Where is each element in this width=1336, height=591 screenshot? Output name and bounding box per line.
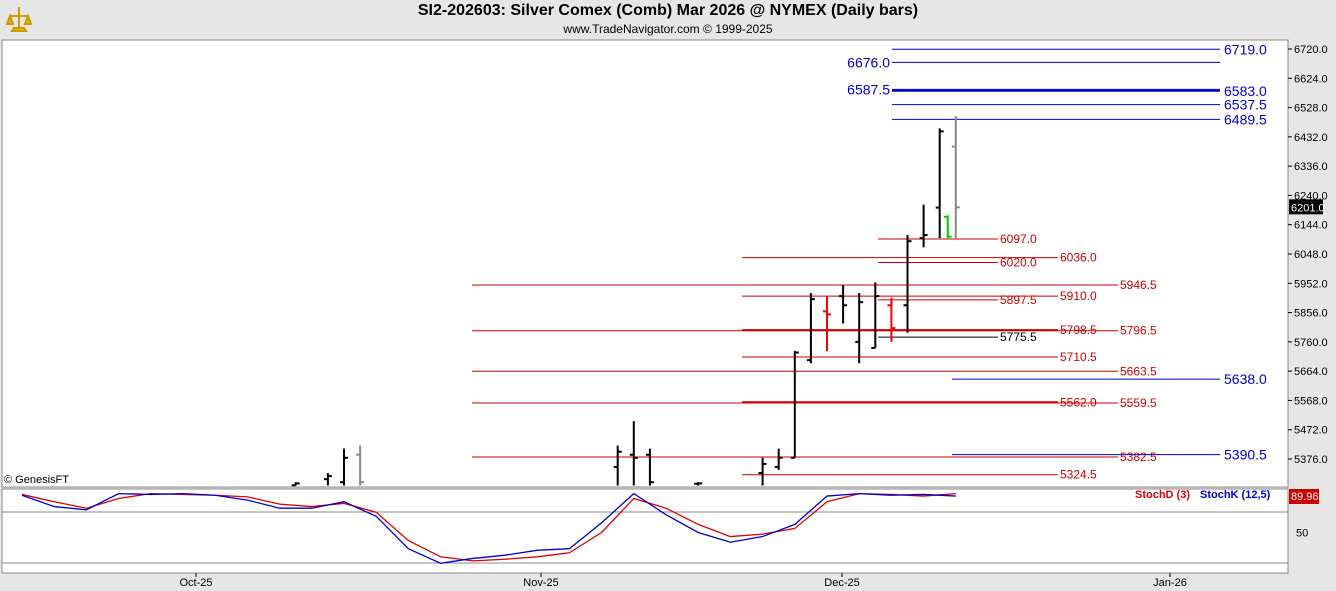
y-tick-label: 6624.0 (1294, 73, 1328, 85)
stoch-d-legend: StochD (3) (1135, 489, 1190, 501)
price-bar (291, 482, 300, 487)
x-tick-label: Oct-25 (179, 577, 212, 589)
price-bar (790, 351, 799, 459)
red-level-label: 5910.0 (1060, 289, 1097, 303)
y-tick-label: 6144.0 (1294, 220, 1328, 232)
red-level-label: 6097.0 (1000, 232, 1037, 246)
red-level-label: 6036.0 (1060, 251, 1097, 265)
red-level-label: 5559.5 (1120, 396, 1157, 410)
stoch-pane (1, 488, 1289, 574)
red-level-label: 5897.5 (1000, 293, 1037, 307)
price-bar (951, 116, 960, 239)
price-bar (855, 293, 864, 364)
price-bar (323, 473, 332, 486)
red-level-label: 5946.5 (1120, 278, 1157, 292)
price-bar (839, 285, 848, 324)
price-bar (871, 282, 880, 349)
price-bar (645, 448, 654, 486)
red-level-label: 6020.0 (1000, 256, 1037, 270)
price-bar (340, 448, 348, 486)
chart-subtitle: www.TradeNavigator.com © 1999-2025 (563, 22, 773, 36)
copyright-label: © GenesisFT (4, 474, 69, 486)
y-tick-label: 6336.0 (1294, 161, 1328, 173)
blue-level-label: 6583.0 (1224, 83, 1267, 99)
price-bar (943, 215, 952, 239)
blue-level-label: 6537.5 (1224, 97, 1267, 113)
red-level-label: 5382.5 (1120, 450, 1157, 464)
blue-level-label: 6587.5 (847, 81, 890, 97)
price-bar (694, 482, 703, 486)
price-bar (935, 128, 944, 239)
price-bar (806, 293, 815, 364)
y-tick-label: 6720.0 (1294, 44, 1328, 56)
red-level-label: 5663.5 (1120, 364, 1157, 378)
blue-level-label: 5638.0 (1224, 371, 1267, 387)
stoch-y-tick-label: 50 (1296, 528, 1308, 540)
last-price-box (1289, 199, 1323, 215)
stoch-last-label: 89.96 (1291, 491, 1319, 503)
red-level-label: 5710.5 (1060, 350, 1097, 364)
x-tick-label: Jan-26 (1153, 577, 1187, 589)
stoch-last-box (1289, 489, 1319, 504)
price-bar (919, 204, 928, 248)
red-level-label: 5798.5 (1060, 323, 1097, 337)
stoch-k-line (21, 492, 956, 564)
price-bar (356, 445, 365, 486)
chart-title: SI2-202603: Silver Comex (Comb) Mar 2026… (417, 2, 919, 19)
y-tick-label: 5472.0 (1294, 425, 1328, 437)
y-tick-label: 6432.0 (1294, 132, 1328, 144)
x-tick-label: Dec-25 (824, 577, 859, 589)
price-bar (758, 457, 767, 486)
price-pane (1, 39, 1289, 488)
blue-level-label: 6489.5 (1224, 111, 1267, 127)
stoch-k-legend: StochK (12,5) (1200, 489, 1271, 501)
price-bar (887, 297, 896, 342)
price-bar (629, 421, 638, 486)
price-bar (613, 445, 622, 486)
blue-level-label: 6676.0 (847, 54, 890, 70)
y-tick-label: 5760.0 (1294, 337, 1328, 349)
y-tick-label: 5568.0 (1294, 395, 1328, 407)
price-bar (903, 235, 912, 333)
blue-level-label: 5390.5 (1224, 447, 1267, 463)
last-price-label: 6201.0 (1291, 202, 1325, 214)
y-tick-label: 5376.0 (1294, 454, 1328, 466)
y-tick-label: 5664.0 (1294, 366, 1328, 378)
y-tick-label: 6048.0 (1294, 249, 1328, 261)
x-tick-label: Nov-25 (523, 577, 558, 589)
y-tick-label: 6528.0 (1294, 103, 1328, 115)
red-level-label: 5562.0 (1060, 395, 1097, 409)
genesis-logo-icon (4, 4, 34, 34)
red-level-label: 5775.5 (1000, 330, 1037, 344)
y-tick-label: 5952.0 (1294, 278, 1328, 290)
red-level-label: 5796.5 (1120, 324, 1157, 338)
y-tick-label: 5856.0 (1294, 308, 1328, 320)
price-bar (774, 448, 783, 470)
price-bar (823, 296, 831, 352)
red-level-label: 5324.5 (1060, 468, 1097, 482)
blue-level-label: 6719.0 (1224, 41, 1267, 57)
